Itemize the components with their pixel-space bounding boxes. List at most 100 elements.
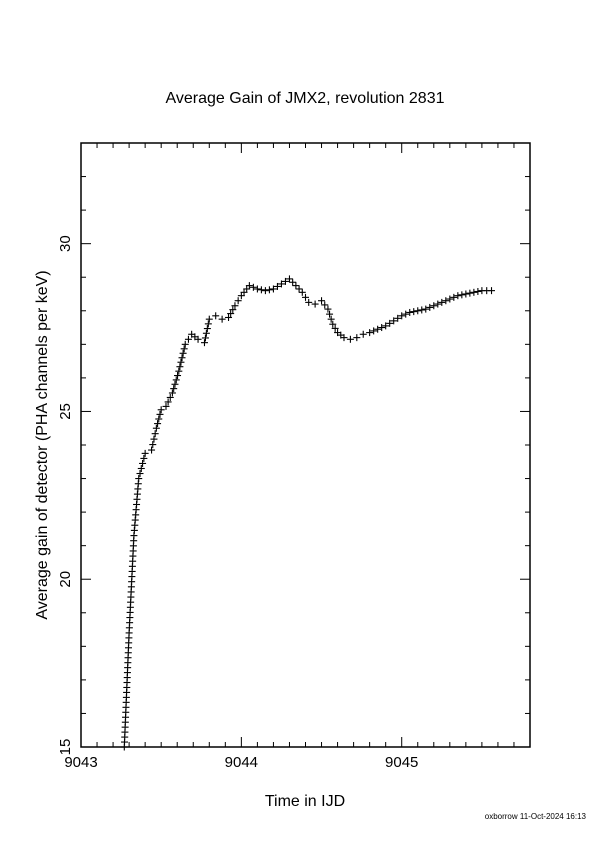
data-point	[402, 310, 410, 318]
data-point	[359, 330, 367, 338]
data-point	[438, 298, 446, 306]
data-point	[257, 286, 265, 294]
data-point	[154, 420, 162, 428]
data-point	[273, 282, 281, 290]
data-point	[171, 380, 179, 388]
data-point	[302, 293, 309, 301]
data-point	[390, 317, 398, 325]
y-tick-label: 20	[57, 571, 74, 588]
data-point	[245, 282, 253, 290]
data-point	[366, 329, 374, 337]
data-point	[218, 315, 226, 323]
data-point	[178, 354, 186, 362]
data-point	[466, 289, 474, 297]
data-point	[292, 282, 300, 290]
data-point	[374, 325, 382, 333]
data-point	[329, 320, 337, 328]
data-point	[135, 475, 143, 483]
data-point	[205, 315, 213, 323]
data-point	[277, 280, 285, 288]
data-point	[164, 398, 172, 406]
y-tick-label: 30	[57, 235, 74, 252]
data-point	[176, 363, 184, 371]
data-point	[488, 287, 496, 295]
data-point	[156, 410, 164, 418]
data-point	[305, 298, 313, 306]
data-point	[253, 285, 261, 293]
data-point	[426, 303, 434, 311]
chart-title: Average Gain of JMX2, revolution 2831	[166, 90, 445, 107]
data-point	[281, 277, 289, 285]
data-point	[295, 285, 303, 293]
data-point	[172, 376, 180, 384]
data-point	[434, 300, 442, 308]
data-point	[261, 287, 269, 295]
data-point	[155, 415, 163, 423]
data-point	[234, 297, 242, 305]
data-point	[174, 372, 182, 380]
x-tick-label: 9043	[64, 754, 97, 771]
y-tick-label: 25	[57, 403, 74, 420]
data-point	[148, 446, 156, 454]
data-point	[184, 335, 192, 343]
data-point	[202, 329, 210, 337]
data-point	[324, 305, 332, 313]
data-point	[201, 334, 209, 342]
data-series	[120, 275, 496, 751]
data-point	[179, 349, 187, 357]
data-point	[204, 320, 212, 328]
data-point	[378, 324, 386, 332]
data-point	[311, 300, 319, 308]
data-point	[194, 335, 202, 343]
x-tick-label: 9044	[225, 754, 258, 771]
data-point	[231, 302, 239, 310]
x-axis-label: Time in IJD	[265, 793, 345, 810]
data-point	[326, 310, 334, 318]
data-point	[203, 325, 211, 333]
plot-frame	[80, 142, 531, 748]
y-tick-label: 15	[57, 739, 74, 756]
data-point	[200, 339, 208, 347]
data-point	[410, 308, 418, 316]
data-point	[136, 470, 144, 478]
x-tick-label: 9045	[385, 754, 418, 771]
data-point	[422, 305, 430, 313]
data-point	[418, 306, 426, 314]
data-point	[327, 315, 335, 323]
data-point	[141, 449, 149, 457]
data-point	[450, 293, 458, 301]
data-point	[442, 297, 450, 305]
data-point	[265, 286, 273, 294]
data-point	[227, 310, 235, 318]
data-point	[150, 435, 158, 443]
x-axis-ticks	[96, 143, 515, 747]
data-point	[162, 402, 170, 410]
data-point	[157, 406, 165, 414]
data-point	[170, 385, 178, 393]
data-point	[149, 441, 157, 449]
data-point	[386, 319, 394, 327]
data-point	[177, 358, 185, 366]
data-point	[321, 301, 329, 309]
data-point	[166, 393, 174, 401]
y-axis-label: Average gain of detector (PHA channels p…	[34, 270, 51, 619]
data-point	[269, 285, 277, 293]
data-point	[285, 275, 293, 283]
data-point	[462, 290, 470, 298]
data-point	[249, 283, 257, 291]
data-point	[446, 295, 454, 303]
data-point	[430, 302, 438, 310]
data-point	[139, 459, 147, 467]
y-axis-tick-labels: 15 20 25 30	[57, 235, 74, 755]
data-point	[212, 312, 220, 320]
y-axis-ticks	[81, 176, 530, 714]
data-point	[414, 307, 422, 315]
data-point	[140, 454, 148, 462]
data-point	[382, 322, 390, 330]
data-point	[151, 430, 159, 438]
data-point	[225, 313, 233, 321]
data-point	[454, 292, 462, 300]
data-point	[370, 327, 378, 335]
data-point	[346, 335, 354, 343]
